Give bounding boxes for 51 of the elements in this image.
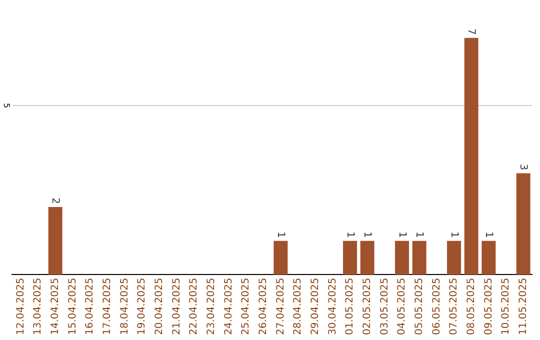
data-label: 2 [50, 198, 61, 204]
x-tick-label: 30.04.2025 [327, 278, 338, 336]
x-tick-label: 07.05.2025 [448, 278, 460, 336]
x-tick-label: 10.05.2025 [500, 278, 512, 336]
x-tick-label: 14.04.2025 [50, 278, 61, 336]
data-label: 1 [362, 232, 373, 238]
ref-line-label: 5 [2, 102, 11, 108]
bar [360, 240, 374, 275]
bar [343, 240, 357, 275]
x-tick-label: 06.05.2025 [431, 278, 442, 336]
x-tick-label: 09.05.2025 [483, 278, 494, 336]
bar [464, 38, 478, 275]
x-tick-label: 03.05.2025 [379, 278, 390, 336]
data-label: 1 [414, 232, 425, 238]
x-tick-label: 11.05.2025 [518, 278, 529, 336]
x-tick-label: 16.04.2025 [84, 278, 96, 336]
x-tick-label: 15.04.2025 [67, 278, 78, 336]
x-tick-label: 26.04.2025 [258, 278, 269, 336]
x-tick-label: 18.04.2025 [119, 278, 130, 336]
x-tick-label: 23.04.2025 [206, 278, 217, 336]
x-tick-label: 22.04.2025 [188, 278, 200, 336]
data-label: 1 [275, 232, 286, 238]
x-tick-label: 27.04.2025 [275, 278, 286, 336]
x-tick-label: 21.04.2025 [171, 278, 182, 336]
x-tick-label: 24.04.2025 [223, 278, 234, 336]
x-tick-label: 01.05.2025 [344, 278, 356, 336]
bar [516, 173, 530, 275]
x-tick-label: 29.04.2025 [310, 278, 321, 336]
x-tick-label: 08.05.2025 [466, 278, 477, 336]
data-label: 1 [448, 232, 460, 238]
data-label: 7 [466, 28, 477, 35]
x-tick-label: 13.04.2025 [32, 278, 44, 336]
data-label: 3 [518, 164, 529, 170]
data-label: 1 [396, 232, 408, 238]
bar [412, 240, 426, 275]
data-label: 1 [483, 232, 494, 238]
x-tick-label: 12.04.2025 [15, 278, 26, 336]
x-tick-label: 02.05.2025 [362, 278, 373, 336]
x-tick-label: 25.04.2025 [240, 278, 252, 336]
x-tick-label: 17.04.2025 [102, 278, 113, 336]
bar [482, 240, 496, 275]
x-tick-label: 20.04.2025 [154, 278, 165, 336]
bar [274, 240, 288, 275]
x-tick-label: 28.04.2025 [292, 278, 304, 336]
bar [395, 240, 409, 275]
bar [48, 207, 62, 275]
x-tick-label: 05.05.2025 [414, 278, 425, 336]
x-tick-label: 19.04.2025 [136, 278, 148, 336]
data-label: 1 [344, 232, 356, 238]
x-tick-label: 04.05.2025 [396, 278, 408, 336]
bar [447, 240, 461, 275]
